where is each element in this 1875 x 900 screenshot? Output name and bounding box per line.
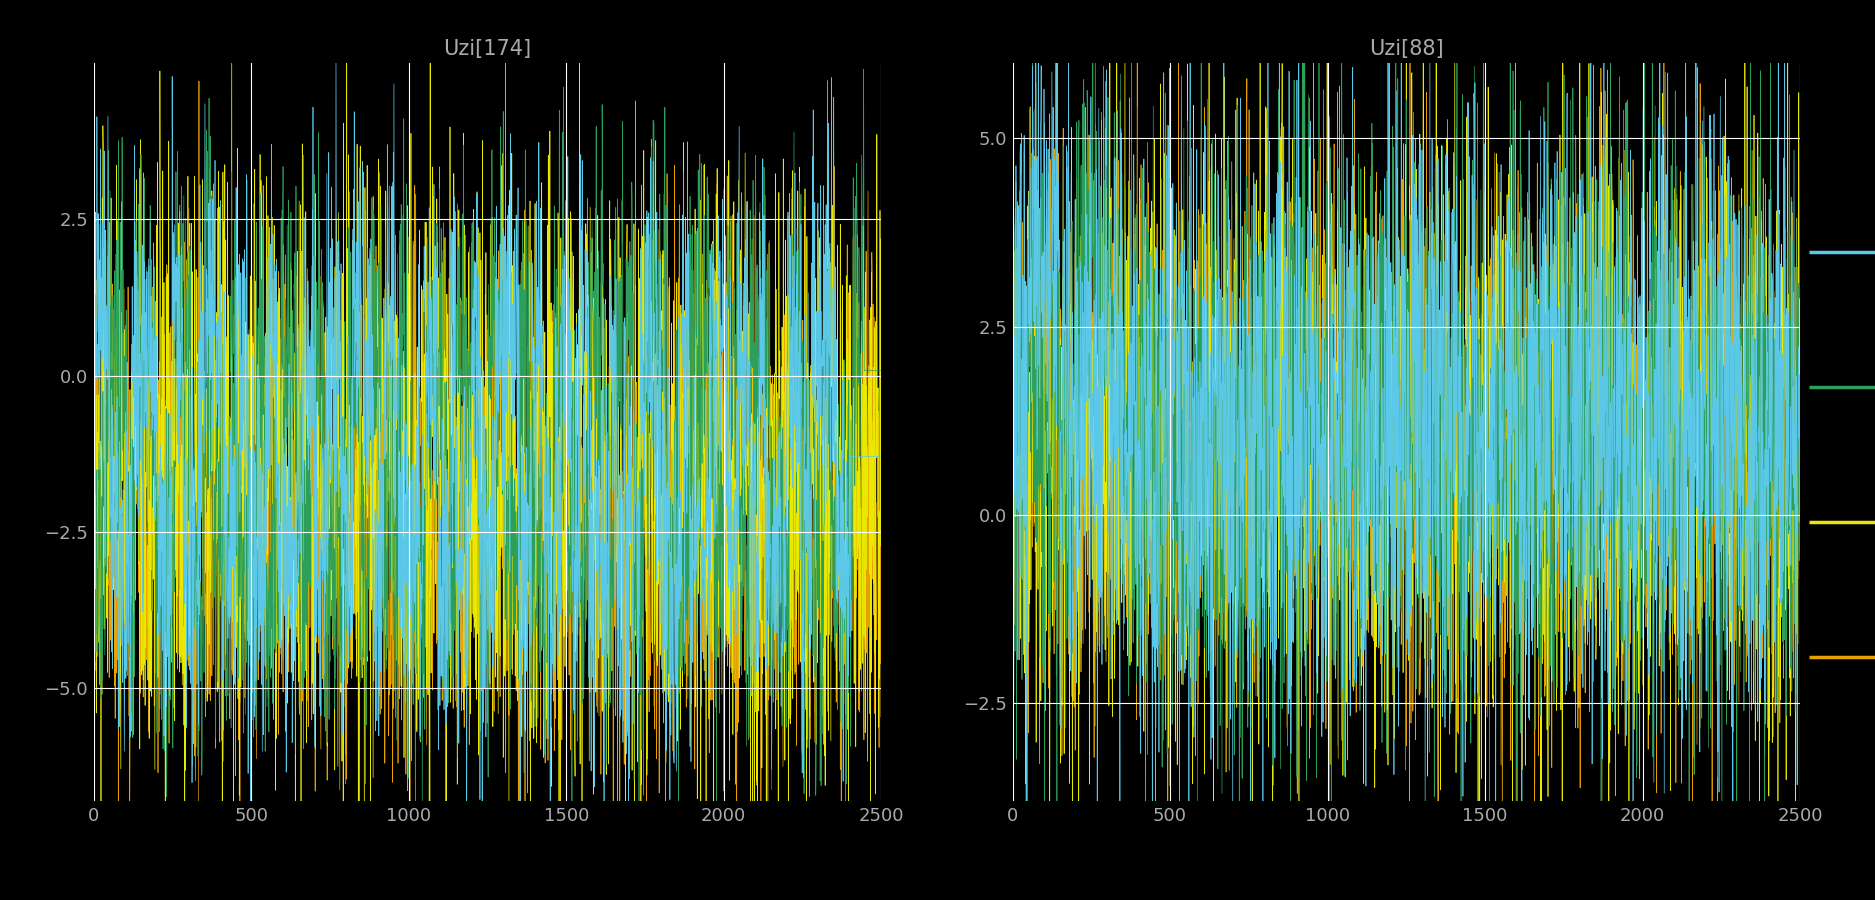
Title: Uzi[88]: Uzi[88] — [1369, 39, 1444, 58]
Title: Uzi[174]: Uzi[174] — [444, 39, 532, 58]
